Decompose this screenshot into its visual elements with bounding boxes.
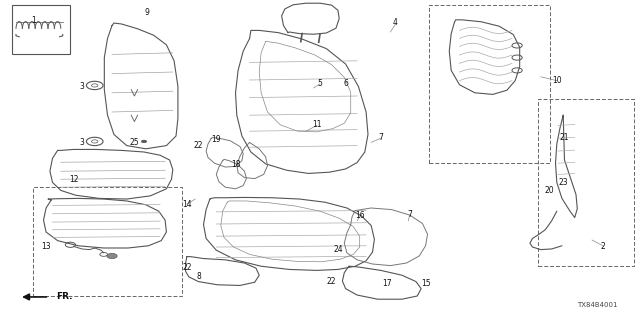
Text: FR.: FR. <box>56 292 73 301</box>
Text: 18: 18 <box>231 160 240 169</box>
Text: 20: 20 <box>544 186 554 195</box>
Text: 24: 24 <box>333 245 343 254</box>
Text: 17: 17 <box>382 279 392 288</box>
Text: 15: 15 <box>420 279 431 288</box>
Bar <box>12 5 70 54</box>
Text: 12: 12 <box>69 175 78 184</box>
Text: 22: 22 <box>194 141 203 150</box>
Text: 3: 3 <box>79 138 84 147</box>
Text: 9: 9 <box>145 8 150 17</box>
Text: 22: 22 <box>182 263 191 272</box>
Text: 23: 23 <box>558 178 568 187</box>
Text: 19: 19 <box>211 135 221 144</box>
Text: 25: 25 <box>129 138 140 147</box>
Text: 11: 11 <box>312 120 321 129</box>
Text: 3: 3 <box>79 82 84 91</box>
Text: 7: 7 <box>407 210 412 219</box>
Text: 2: 2 <box>600 242 605 251</box>
Bar <box>538 99 634 266</box>
Bar <box>33 187 182 296</box>
Circle shape <box>107 253 117 259</box>
Text: 4: 4 <box>393 18 398 27</box>
Circle shape <box>141 140 147 143</box>
Text: TX84B4001: TX84B4001 <box>577 302 618 308</box>
Text: 13: 13 <box>41 242 51 251</box>
Bar <box>429 5 550 163</box>
Text: 16: 16 <box>355 212 365 220</box>
Text: 21: 21 <box>560 133 569 142</box>
Text: 1: 1 <box>31 16 36 25</box>
Text: 6: 6 <box>343 79 348 88</box>
Text: 14: 14 <box>182 200 192 209</box>
Text: 5: 5 <box>317 79 323 88</box>
Text: 7: 7 <box>378 133 383 142</box>
Text: 8: 8 <box>196 272 201 281</box>
Text: 22: 22 <box>327 277 336 286</box>
Text: 10: 10 <box>552 76 562 84</box>
